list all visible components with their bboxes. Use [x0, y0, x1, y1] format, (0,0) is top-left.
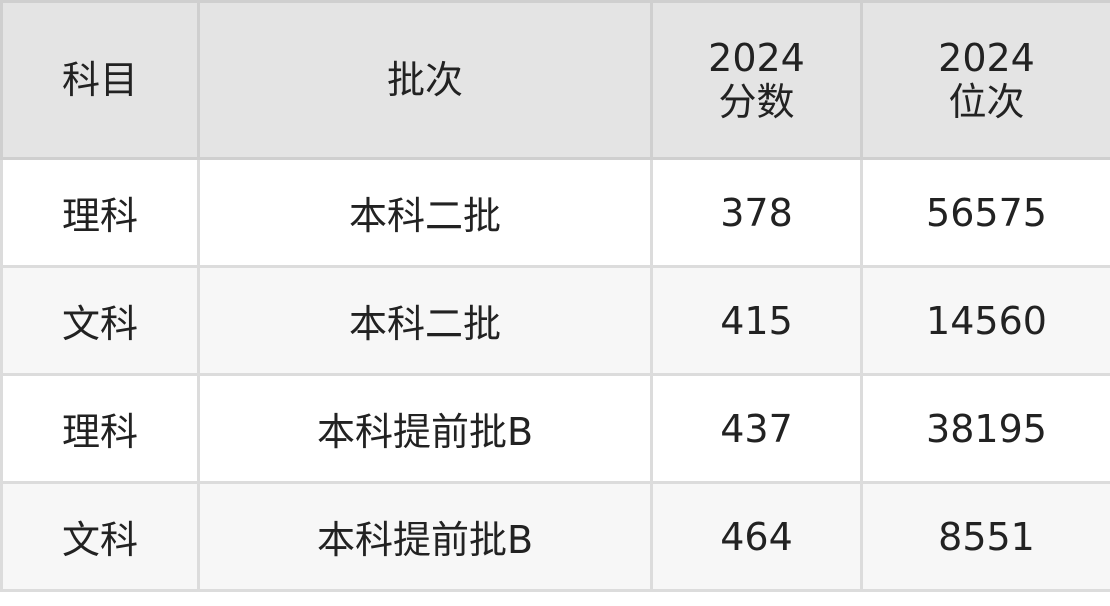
- cell-rank: 56575: [860, 157, 1110, 268]
- cell-batch: 本科提前批B: [197, 481, 653, 592]
- header-row: 科目 批次 2024 分数 2024 位次: [0, 0, 1110, 160]
- header-rank-label: 位次: [948, 80, 1025, 124]
- table-row: 文科 本科二批 415 14560: [0, 265, 1110, 376]
- cell-score: 437: [650, 373, 863, 484]
- header-batch: 批次: [197, 0, 653, 160]
- cell-score: 415: [650, 265, 863, 376]
- cell-subject: 文科: [0, 265, 200, 376]
- cell-subject: 文科: [0, 481, 200, 592]
- table-row: 理科 本科提前批B 437 38195: [0, 373, 1110, 484]
- cell-rank: 14560: [860, 265, 1110, 376]
- header-rank: 2024 位次: [860, 0, 1110, 160]
- cell-score: 378: [650, 157, 863, 268]
- header-batch-label: 批次: [386, 58, 463, 102]
- table-row: 理科 本科二批 378 56575: [0, 157, 1110, 268]
- header-rank-year: 2024: [938, 36, 1035, 80]
- cell-subject: 理科: [0, 373, 200, 484]
- header-subject: 科目: [0, 0, 200, 160]
- cell-batch: 本科提前批B: [197, 373, 653, 484]
- score-table: 科目 批次 2024 分数 2024 位次 理科 本科二批 378 56575 文科…: [0, 0, 1110, 592]
- table-row: 文科 本科提前批B 464 8551: [0, 481, 1110, 592]
- cell-rank: 38195: [860, 373, 1110, 484]
- cell-score: 464: [650, 481, 863, 592]
- header-score-year: 2024: [708, 36, 805, 80]
- header-subject-label: 科目: [61, 58, 138, 102]
- cell-subject: 理科: [0, 157, 200, 268]
- cell-rank: 8551: [860, 481, 1110, 592]
- header-score-label: 分数: [718, 80, 795, 124]
- header-score: 2024 分数: [650, 0, 863, 160]
- cell-batch: 本科二批: [197, 265, 653, 376]
- cell-batch: 本科二批: [197, 157, 653, 268]
